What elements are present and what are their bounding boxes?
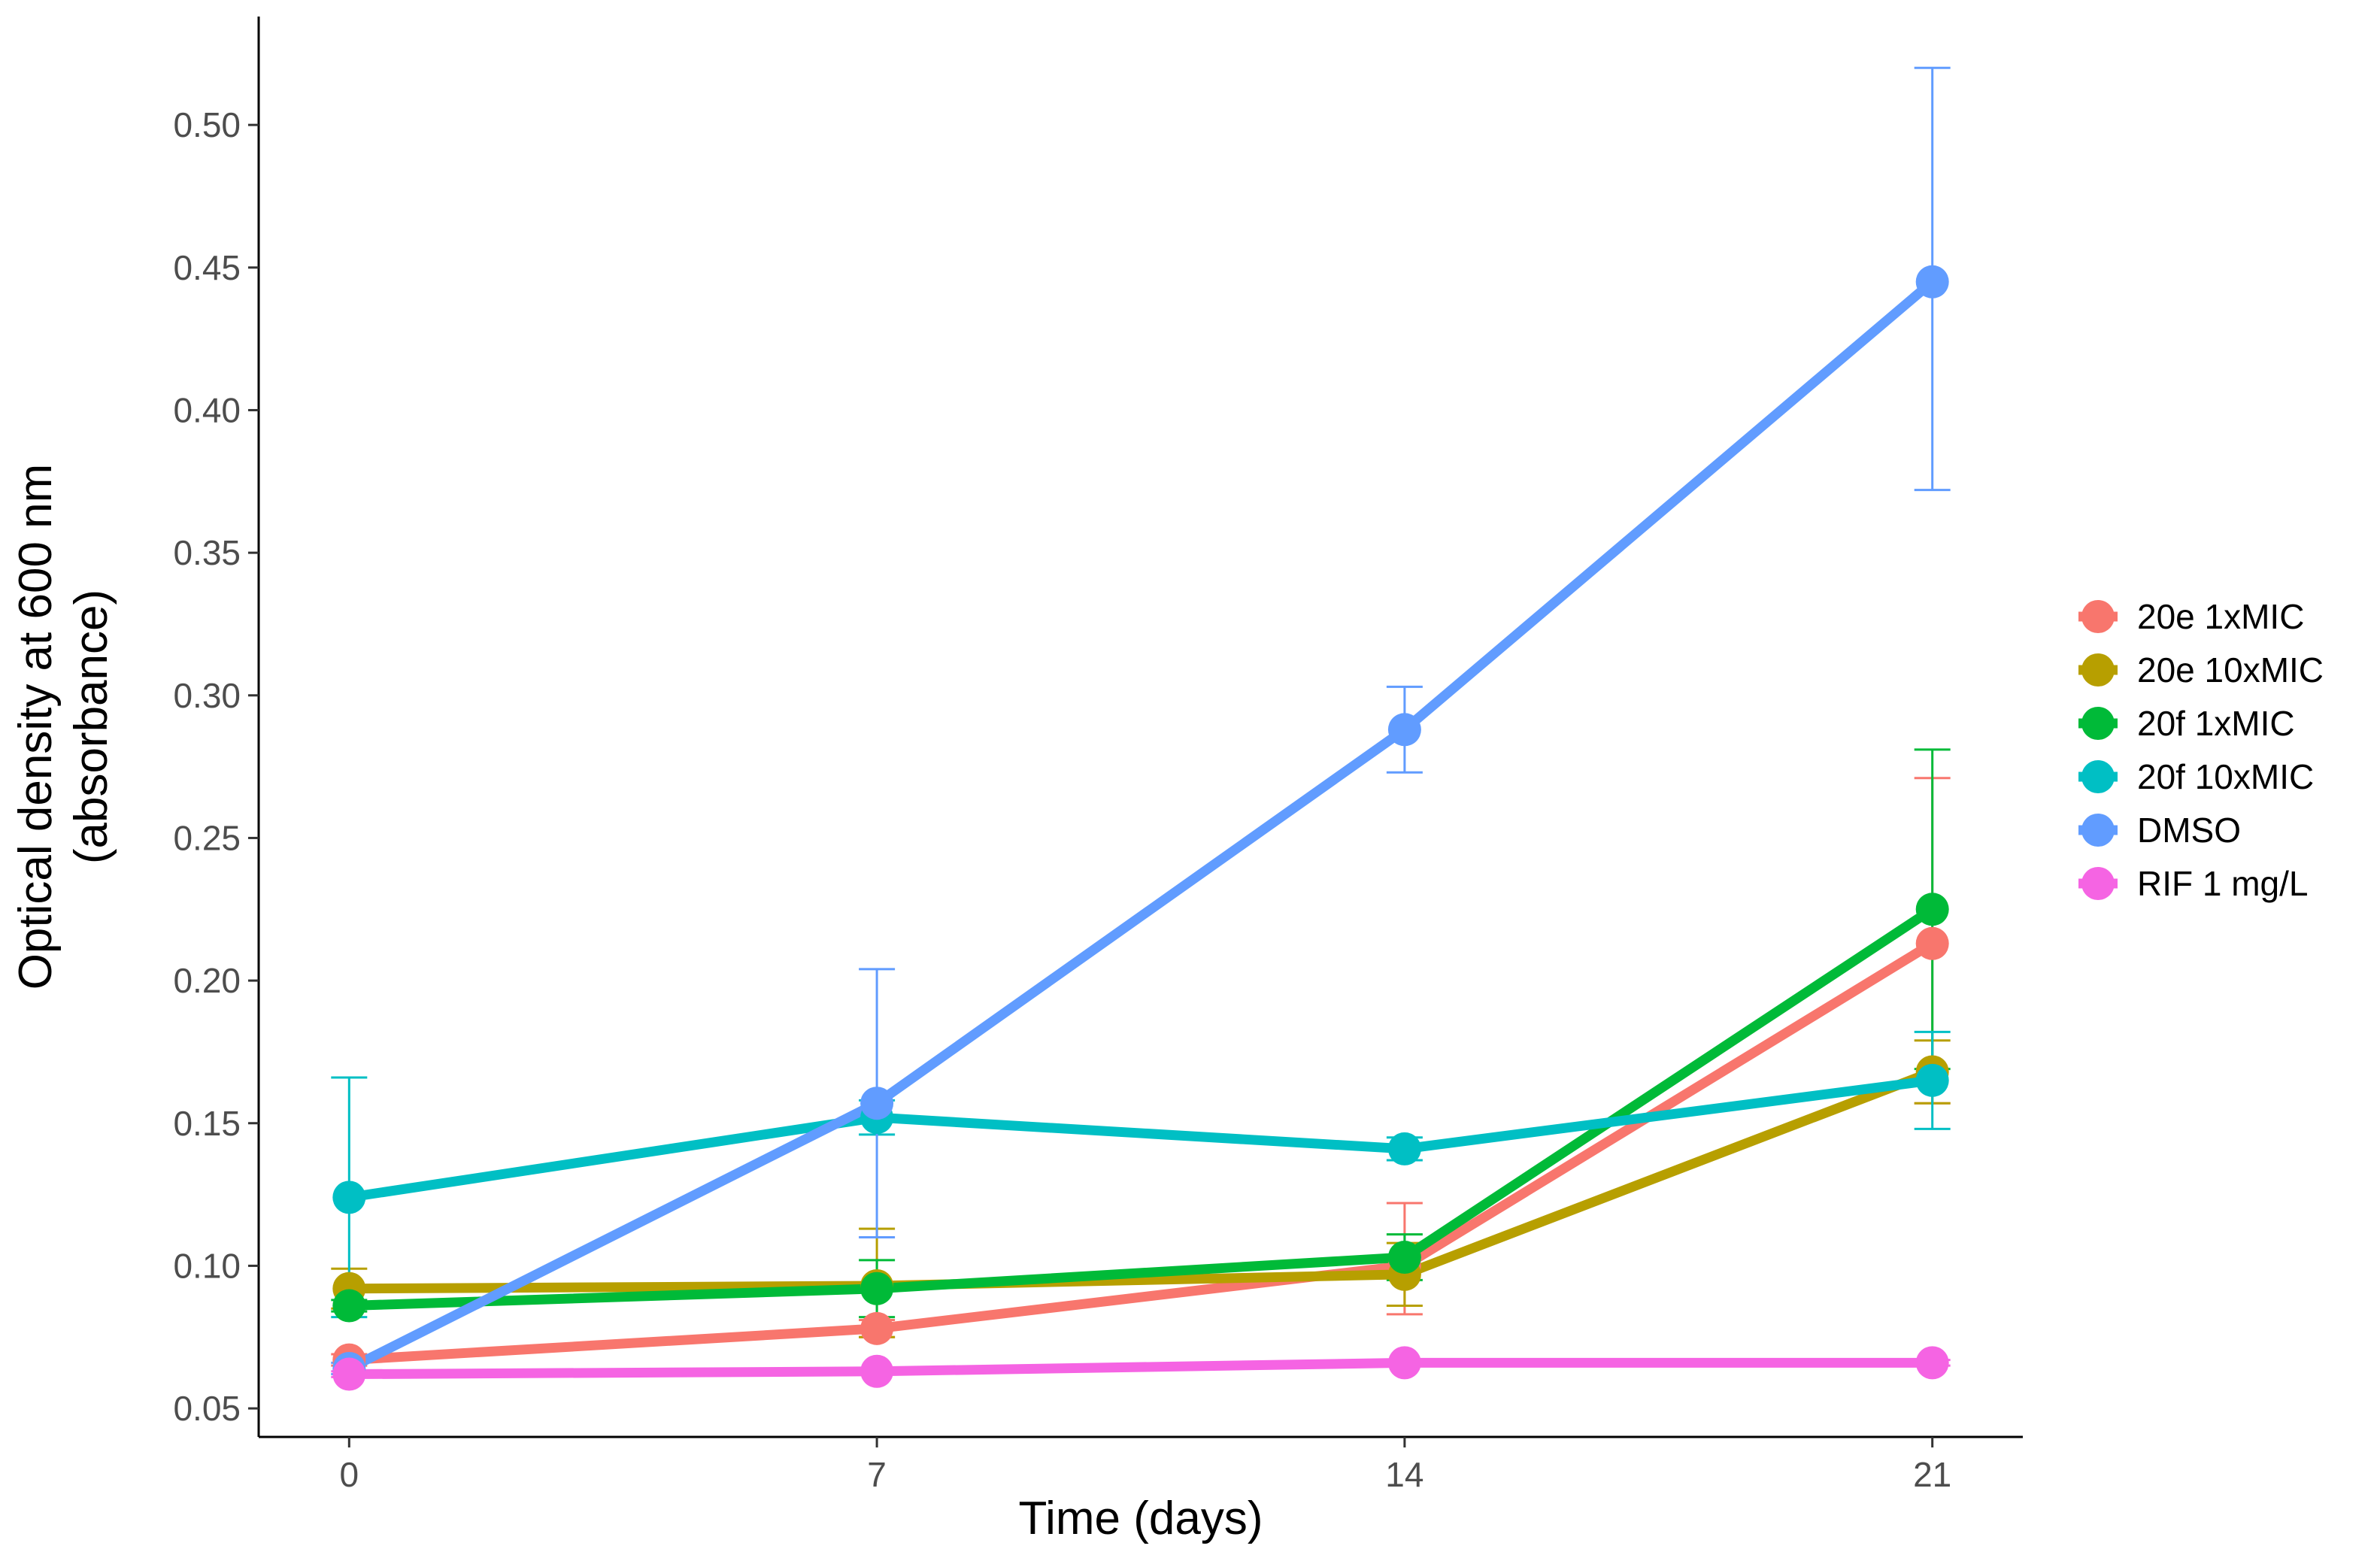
x-tick-label: 7 (867, 1455, 887, 1494)
legend-item-20f-10xmic: 20f 10xMIC (2078, 757, 2314, 796)
y-tick-label: 0.10 (173, 1246, 241, 1285)
y-tick-label: 0.30 (173, 676, 241, 715)
y-axis-title-line-2: (absorbance) (65, 590, 117, 864)
series-line-20e-1xmic (344, 938, 1938, 1365)
legend-item-20e-1xmic: 20e 1xMIC (2078, 597, 2304, 636)
legend-item-dmso: DMSO (2078, 811, 2241, 850)
legend-key-point (2081, 653, 2115, 687)
x-axis-ticks: 0 7 14 21 (340, 1437, 1951, 1494)
y-tick-label: 0.50 (173, 105, 241, 144)
data-point-20f-1xmic (1387, 1241, 1421, 1275)
legend-label: 20e 1xMIC (2137, 597, 2304, 636)
y-axis-title: Optical density at 600 nm (absorbance) (10, 464, 117, 990)
y-tick-label: 0.25 (173, 818, 241, 857)
y-axis-title-line-1: Optical density at 600 nm (10, 464, 62, 990)
x-tick-label: 0 (340, 1455, 359, 1494)
data-point-20f-10xmic (1387, 1132, 1421, 1165)
series-line-20e-10xmic (344, 1066, 1938, 1294)
series-line-rif-1-mg-l (344, 1357, 1938, 1380)
legend-key-point (2081, 760, 2115, 793)
legend-key-point (2081, 600, 2115, 633)
series-line-20f-1xmic (344, 904, 1938, 1311)
legend-label: RIF 1 mg/L (2137, 864, 2309, 903)
y-tick-label: 0.40 (173, 390, 241, 429)
legend-key-point (2081, 867, 2115, 900)
legend-item-20e-10xmic: 20e 10xMIC (2078, 650, 2324, 690)
y-tick-label: 0.20 (173, 961, 241, 1000)
y-tick-label: 0.05 (173, 1389, 241, 1428)
legend-label: DMSO (2137, 811, 2241, 850)
legend-key-point (2081, 707, 2115, 740)
series-line-20f-10xmic (344, 1075, 1938, 1202)
data-point-rif-1-mg-l (860, 1354, 894, 1388)
data-point-20f-10xmic (1915, 1063, 1949, 1097)
x-axis-title: Time (days) (1019, 1493, 1263, 1544)
legend-key-point (2081, 814, 2115, 847)
series-lines (344, 277, 1938, 1380)
data-point-20e-1xmic (860, 1311, 894, 1345)
x-tick-label: 21 (1913, 1455, 1951, 1494)
data-point-rif-1-mg-l (1915, 1346, 1949, 1380)
series-line-dmso (344, 277, 1938, 1374)
y-tick-label: 0.35 (173, 533, 241, 572)
legend-label: 20e 10xMIC (2137, 650, 2324, 690)
data-point-20f-1xmic (860, 1272, 894, 1305)
y-tick-label: 0.15 (173, 1104, 241, 1143)
data-point-20e-1xmic (1915, 926, 1949, 960)
legend-label: 20f 1xMIC (2137, 704, 2295, 743)
data-point-dmso (1387, 713, 1421, 747)
legend-item-20f-1xmic: 20f 1xMIC (2078, 704, 2295, 743)
series-points (332, 265, 1949, 1391)
data-point-20f-10xmic (332, 1181, 366, 1214)
error-bars (331, 66, 1951, 1378)
data-point-rif-1-mg-l (332, 1357, 366, 1391)
y-axis-ticks: 0.05 0.10 0.15 0.20 0.25 0.30 0.35 0.40 0.45 0.50 (173, 105, 259, 1428)
legend-item-rif-1-mg-l: RIF 1 mg/L (2078, 864, 2309, 903)
data-point-20f-1xmic (332, 1289, 366, 1323)
y-tick-label: 0.45 (173, 248, 241, 287)
data-point-rif-1-mg-l (1387, 1346, 1421, 1380)
x-tick-label: 14 (1385, 1455, 1423, 1494)
legend-label: 20f 10xMIC (2137, 757, 2314, 796)
data-point-20f-1xmic (1915, 893, 1949, 926)
data-point-dmso (1915, 265, 1949, 299)
legend: 20e 1xMIC 20e 10xMIC 20f 1xMIC 20f 10xMIC DM… (2078, 597, 2324, 903)
data-point-dmso (860, 1087, 894, 1120)
